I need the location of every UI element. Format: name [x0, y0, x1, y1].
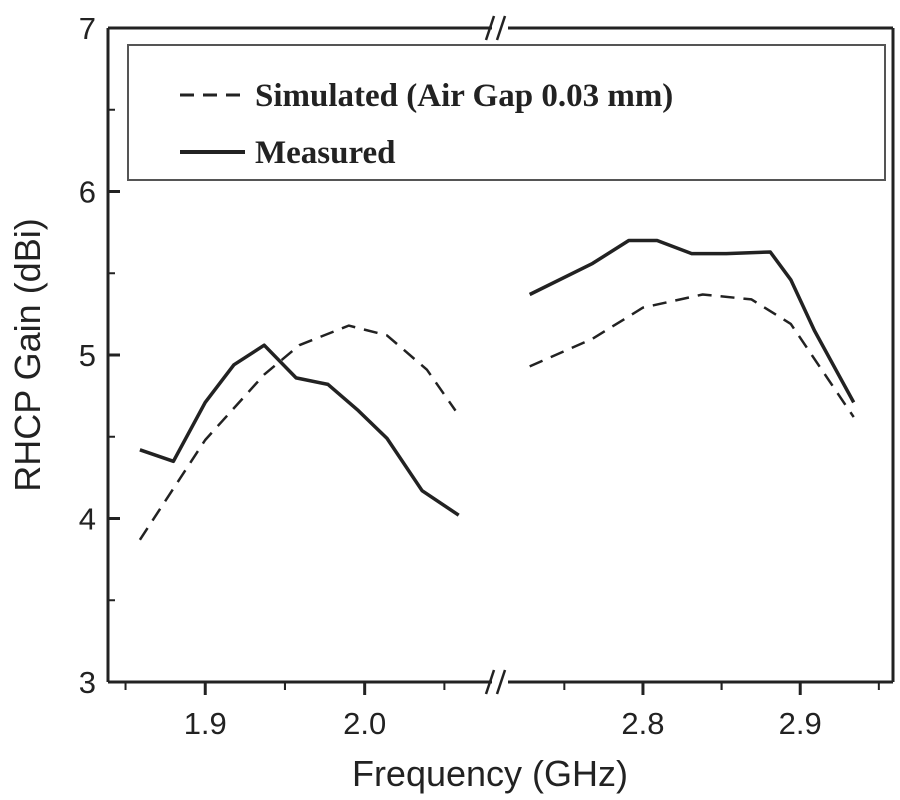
legend-label-measured: Measured	[255, 135, 396, 171]
x-tick-label: 2.0	[343, 706, 386, 741]
axis-break-mark-bottom-1	[495, 669, 507, 695]
y-tick-label: 3	[79, 665, 96, 700]
legend: Simulated (Air Gap 0.03 mm) Measured	[127, 44, 886, 181]
legend-box	[127, 44, 886, 181]
measured-line-segment-1	[528, 238, 856, 404]
x-tick-label: 2.8	[621, 706, 664, 741]
axis-break-mark-top-1	[495, 15, 507, 41]
series-group	[138, 238, 856, 541]
axes: 3 4 5 6 7 1.9 2.0 2.8 2.9	[79, 11, 895, 741]
axis-break-mark-bottom-0	[484, 669, 496, 695]
simulated-line-segment-0	[138, 324, 457, 541]
y-tick-label: 5	[79, 338, 96, 373]
measured-line-segment-0	[139, 343, 460, 517]
y-axis-label: RHCP Gain (dBi)	[7, 218, 48, 491]
y-tick-label: 6	[79, 175, 96, 210]
x-tick-label: 2.9	[779, 706, 822, 741]
simulated-line-segment-1	[529, 293, 855, 418]
x-axis-label: Frequency (GHz)	[352, 753, 628, 794]
x-tick-label: 1.9	[184, 706, 227, 741]
legend-label-simulated: Simulated (Air Gap 0.03 mm)	[255, 78, 673, 114]
axis-break-mark-top-0	[484, 15, 496, 41]
y-tick-label: 7	[79, 11, 96, 46]
y-tick-label: 4	[79, 502, 96, 537]
